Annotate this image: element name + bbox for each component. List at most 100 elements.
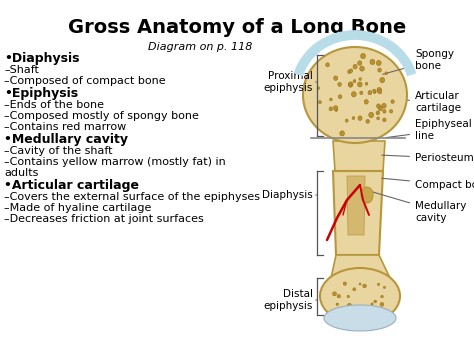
Text: •Epiphysis: •Epiphysis bbox=[4, 87, 78, 100]
Ellipse shape bbox=[380, 78, 385, 83]
Ellipse shape bbox=[319, 100, 321, 104]
Ellipse shape bbox=[373, 89, 376, 93]
Ellipse shape bbox=[352, 117, 355, 120]
Ellipse shape bbox=[361, 54, 365, 59]
Ellipse shape bbox=[338, 82, 341, 86]
Ellipse shape bbox=[329, 98, 332, 101]
Ellipse shape bbox=[383, 118, 386, 122]
Ellipse shape bbox=[381, 295, 383, 298]
Ellipse shape bbox=[359, 78, 362, 80]
Text: –Composed mostly of spongy bone: –Composed mostly of spongy bone bbox=[4, 111, 199, 121]
Ellipse shape bbox=[377, 87, 382, 93]
Ellipse shape bbox=[376, 111, 380, 115]
Text: •Articular cartilage: •Articular cartilage bbox=[4, 179, 139, 192]
Text: •Diaphysis: •Diaphysis bbox=[4, 52, 80, 65]
Ellipse shape bbox=[371, 303, 373, 305]
Ellipse shape bbox=[390, 109, 392, 113]
Ellipse shape bbox=[358, 61, 362, 66]
Text: Proximal
epiphysis: Proximal epiphysis bbox=[264, 71, 317, 93]
Ellipse shape bbox=[357, 82, 362, 87]
Text: –Composed of compact bone: –Composed of compact bone bbox=[4, 76, 165, 86]
Ellipse shape bbox=[378, 106, 383, 111]
Ellipse shape bbox=[347, 303, 351, 307]
Ellipse shape bbox=[358, 116, 362, 120]
Text: –Made of hyaline cartilage: –Made of hyaline cartilage bbox=[4, 203, 151, 213]
Ellipse shape bbox=[368, 91, 372, 95]
Ellipse shape bbox=[365, 82, 368, 85]
Ellipse shape bbox=[370, 59, 375, 64]
Polygon shape bbox=[331, 255, 390, 278]
Ellipse shape bbox=[320, 268, 400, 324]
Polygon shape bbox=[333, 171, 383, 255]
Ellipse shape bbox=[376, 60, 381, 66]
Ellipse shape bbox=[348, 83, 352, 87]
Text: Gross Anatomy of a Long Bone: Gross Anatomy of a Long Bone bbox=[68, 18, 406, 37]
Text: Periosteum: Periosteum bbox=[382, 153, 474, 163]
Ellipse shape bbox=[364, 99, 368, 104]
Ellipse shape bbox=[324, 305, 396, 331]
Text: Diaphysis: Diaphysis bbox=[262, 190, 317, 200]
Ellipse shape bbox=[351, 92, 356, 97]
Ellipse shape bbox=[303, 47, 407, 143]
Ellipse shape bbox=[383, 286, 385, 288]
Text: Diagram on p. 118: Diagram on p. 118 bbox=[148, 42, 252, 52]
Ellipse shape bbox=[385, 72, 388, 75]
Ellipse shape bbox=[334, 106, 338, 110]
Text: •Medullary cavity: •Medullary cavity bbox=[4, 133, 128, 146]
Ellipse shape bbox=[378, 90, 382, 94]
Text: Spongy
bone: Spongy bone bbox=[383, 49, 454, 74]
Ellipse shape bbox=[360, 91, 363, 95]
Text: –Ends of the bone: –Ends of the bone bbox=[4, 100, 104, 110]
Text: adults: adults bbox=[4, 168, 38, 178]
Text: Medullary
cavity: Medullary cavity bbox=[369, 191, 466, 223]
Text: –Cavity of the shaft: –Cavity of the shaft bbox=[4, 146, 112, 156]
Text: –Contains yellow marrow (mostly fat) in: –Contains yellow marrow (mostly fat) in bbox=[4, 157, 226, 167]
Ellipse shape bbox=[335, 108, 337, 111]
Ellipse shape bbox=[353, 288, 356, 291]
Ellipse shape bbox=[353, 64, 357, 69]
Ellipse shape bbox=[363, 284, 366, 288]
Ellipse shape bbox=[376, 104, 380, 108]
Ellipse shape bbox=[336, 303, 338, 306]
Ellipse shape bbox=[338, 95, 342, 99]
Ellipse shape bbox=[317, 87, 319, 90]
Polygon shape bbox=[333, 141, 385, 171]
Ellipse shape bbox=[359, 283, 361, 285]
Ellipse shape bbox=[353, 80, 356, 83]
Ellipse shape bbox=[373, 90, 376, 94]
Text: –Contains red marrow: –Contains red marrow bbox=[4, 122, 126, 132]
Ellipse shape bbox=[343, 282, 346, 285]
Ellipse shape bbox=[326, 63, 329, 67]
Text: –Covers the external surface of the epiphyses: –Covers the external surface of the epip… bbox=[4, 192, 260, 202]
Text: Compact bone: Compact bone bbox=[382, 178, 474, 190]
Ellipse shape bbox=[374, 300, 377, 303]
Text: –Shaft: –Shaft bbox=[4, 65, 39, 75]
Text: Distal
epiphysis: Distal epiphysis bbox=[264, 289, 317, 311]
Ellipse shape bbox=[340, 131, 345, 136]
Ellipse shape bbox=[368, 310, 370, 312]
Ellipse shape bbox=[361, 187, 373, 203]
Ellipse shape bbox=[348, 82, 353, 87]
Ellipse shape bbox=[360, 66, 365, 71]
Ellipse shape bbox=[337, 295, 340, 298]
Ellipse shape bbox=[349, 69, 353, 72]
Ellipse shape bbox=[369, 112, 374, 118]
Ellipse shape bbox=[377, 283, 380, 285]
Ellipse shape bbox=[377, 117, 380, 120]
Ellipse shape bbox=[366, 119, 370, 123]
Polygon shape bbox=[347, 176, 365, 235]
Text: Articular
cartilage: Articular cartilage bbox=[408, 91, 461, 113]
Text: –Decreases friction at joint surfaces: –Decreases friction at joint surfaces bbox=[4, 214, 204, 224]
Ellipse shape bbox=[347, 295, 349, 298]
Ellipse shape bbox=[333, 292, 337, 296]
Ellipse shape bbox=[365, 307, 367, 310]
Ellipse shape bbox=[380, 303, 384, 306]
Ellipse shape bbox=[345, 119, 348, 122]
Ellipse shape bbox=[347, 70, 351, 74]
Ellipse shape bbox=[329, 107, 333, 111]
Ellipse shape bbox=[391, 100, 394, 104]
Text: Epiphyseal
line: Epiphyseal line bbox=[386, 119, 472, 141]
Ellipse shape bbox=[382, 103, 386, 108]
Ellipse shape bbox=[378, 68, 382, 72]
Ellipse shape bbox=[334, 76, 338, 81]
